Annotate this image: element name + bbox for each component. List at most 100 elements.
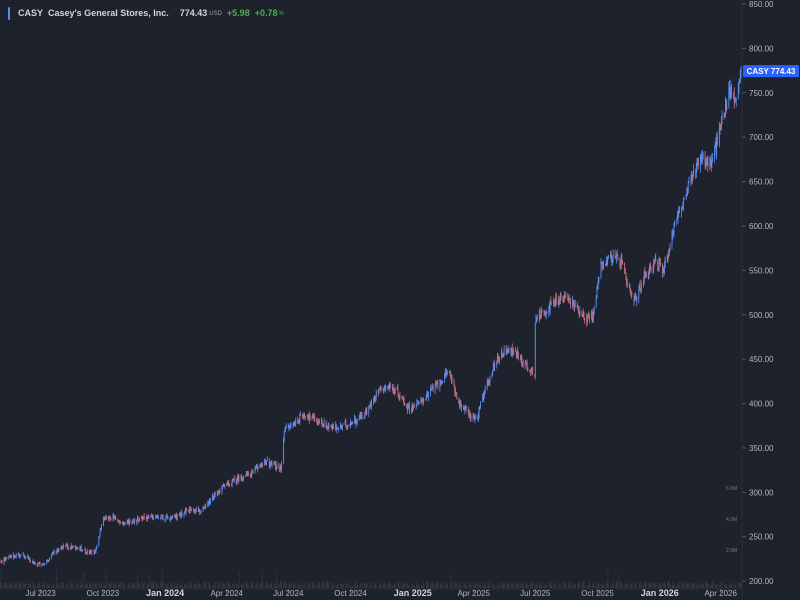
candle-body xyxy=(491,374,493,376)
candle-body xyxy=(189,508,191,509)
candle-body xyxy=(425,395,427,399)
volume-bar xyxy=(521,583,523,588)
volume-bar xyxy=(719,584,720,588)
volume-bar xyxy=(20,583,21,588)
candle-body xyxy=(390,385,391,388)
volume-bar xyxy=(432,581,434,588)
volume-bar xyxy=(568,582,570,588)
candle-body xyxy=(57,549,58,551)
candle-body xyxy=(281,462,282,470)
legend-pct-unit: % xyxy=(278,11,284,17)
volume-bar xyxy=(39,585,41,588)
volume-bar xyxy=(416,583,417,588)
volume-bar xyxy=(635,581,637,588)
candle-body xyxy=(545,312,546,315)
candle-body xyxy=(654,259,656,262)
candle-body xyxy=(709,163,711,168)
volume-bar xyxy=(480,581,482,588)
symbol-legend[interactable]: CASY Casey's General Stores, Inc. 774.43… xyxy=(8,5,284,21)
volume-bar xyxy=(209,584,211,588)
volume-bar xyxy=(596,585,598,588)
candle-body xyxy=(174,516,176,519)
volume-bar xyxy=(589,581,591,588)
volume-bar xyxy=(532,581,534,588)
volume-bar xyxy=(477,582,479,588)
candle-body xyxy=(42,563,44,566)
volume-bar xyxy=(738,583,740,588)
candle-body xyxy=(676,220,678,222)
candle-body xyxy=(298,420,300,423)
candle-body xyxy=(312,415,314,417)
volume-bar xyxy=(186,581,188,588)
volume-bar xyxy=(361,585,362,588)
volume-bar xyxy=(92,583,93,588)
candle-body xyxy=(402,398,404,400)
volume-bar xyxy=(697,585,698,588)
volume-bar xyxy=(411,582,413,588)
candle-body xyxy=(479,408,481,409)
volume-bar xyxy=(701,584,703,588)
volume-bar xyxy=(70,583,71,588)
candle-body xyxy=(80,546,82,550)
candle-body xyxy=(681,206,683,209)
candle-body xyxy=(147,516,149,518)
volume-bar xyxy=(62,583,64,588)
volume-bar xyxy=(634,582,636,588)
candle-body xyxy=(612,253,614,263)
volume-bar xyxy=(303,581,305,588)
volume-bar xyxy=(370,585,372,588)
candle-body xyxy=(374,398,376,399)
candle-body xyxy=(578,306,579,313)
volume-bar xyxy=(47,583,48,588)
volume-bar xyxy=(504,582,505,588)
volume-bar xyxy=(42,581,44,588)
candle-body xyxy=(563,297,565,303)
candle-body xyxy=(596,287,598,299)
volume-bar xyxy=(288,584,289,588)
candle-body xyxy=(179,515,181,516)
volume-bar xyxy=(303,584,304,588)
volume-bar xyxy=(645,582,647,588)
candle-body xyxy=(65,545,67,547)
candle-body xyxy=(550,301,552,303)
volume-bar xyxy=(136,582,138,588)
volume-bar xyxy=(336,585,337,588)
candle-body xyxy=(285,426,287,428)
candle-body xyxy=(579,311,581,315)
volume-bar xyxy=(406,583,408,588)
candle-body xyxy=(289,426,291,427)
candle-body xyxy=(188,510,190,512)
volume-bar xyxy=(51,584,53,588)
volume-bar xyxy=(87,582,88,588)
volume-bar xyxy=(138,582,139,588)
candle-body xyxy=(517,351,519,356)
volume-bar xyxy=(736,585,737,588)
volume-bar xyxy=(114,582,115,588)
candle-body xyxy=(174,515,175,517)
volume-bar xyxy=(402,584,404,588)
candle-body xyxy=(436,383,438,384)
price-tick-label: 450.00 xyxy=(749,355,774,364)
candle-body xyxy=(508,348,510,352)
candle-body xyxy=(180,511,182,516)
candle-body xyxy=(558,304,560,306)
candle-body xyxy=(15,555,17,558)
volume-bar xyxy=(619,581,621,588)
candle-body xyxy=(331,426,332,428)
candle-body xyxy=(208,501,210,503)
volume-bar xyxy=(349,585,351,588)
volume-bar xyxy=(676,585,678,588)
volume-bar xyxy=(669,584,671,588)
candle-body xyxy=(411,404,413,410)
volume-bar xyxy=(167,582,169,588)
volume-bar xyxy=(123,585,125,588)
volume-bar xyxy=(57,584,59,588)
volume-bar xyxy=(715,583,717,588)
candle-body xyxy=(264,459,266,462)
candle-body xyxy=(449,372,451,374)
candle-body xyxy=(496,361,498,366)
volume-bar xyxy=(518,582,519,588)
volume-bar xyxy=(686,581,687,588)
volume-bar xyxy=(326,581,328,588)
